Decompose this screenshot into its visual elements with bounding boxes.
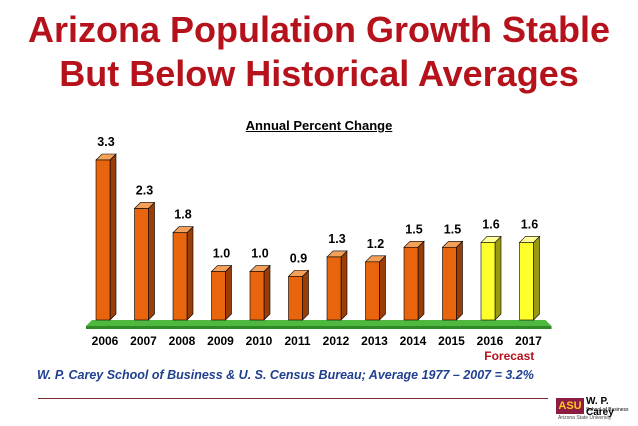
- bar-2006: [95, 159, 111, 321]
- chart-title: Annual Percent Change: [245, 118, 393, 133]
- value-label-2017: 1.6: [521, 217, 538, 231]
- forecast-label: Forecast: [484, 349, 534, 363]
- chart-floor-edge: [86, 326, 552, 329]
- logo-university: Arizona State University: [558, 415, 612, 421]
- value-label-2007: 2.3: [136, 183, 153, 197]
- title-line-1: Arizona Population Growth Stable: [27, 9, 610, 50]
- value-label-2011: 0.9: [290, 251, 307, 265]
- value-label-2009: 1.0: [213, 247, 230, 261]
- logo-school: School of Business: [586, 407, 629, 413]
- bar-side-2010: [263, 264, 271, 321]
- bar-side-2014: [417, 240, 425, 321]
- x-tick-label-2016: 2016: [477, 334, 504, 348]
- value-label-2015: 1.5: [444, 222, 461, 236]
- asu-wpcarey-logo: ASU W. P. Carey School of Business Arizo…: [556, 396, 634, 422]
- asu-logo-mark: ASU: [556, 398, 584, 414]
- bar-side-2013: [379, 255, 386, 321]
- value-label-2006: 3.3: [97, 135, 114, 149]
- bar-side-2007: [148, 201, 155, 321]
- value-label-2016: 1.6: [482, 217, 499, 231]
- bar-2008: [172, 232, 188, 321]
- bar-side-2015: [456, 240, 463, 321]
- x-tick-label-2012: 2012: [323, 334, 350, 348]
- bar-2014: [403, 246, 419, 321]
- x-tick-label-2015: 2015: [438, 334, 465, 348]
- bar-2016: [480, 242, 496, 321]
- x-tick-label-2008: 2008: [169, 334, 196, 348]
- bar-2011: [288, 276, 303, 321]
- value-label-2014: 1.5: [405, 222, 422, 236]
- bar-2017: [519, 242, 534, 321]
- source-note: W. P. Carey School of Business & U. S. C…: [37, 368, 534, 382]
- x-tick-label-2006: 2006: [92, 334, 119, 348]
- chart-floor: [86, 320, 552, 326]
- x-tick-label-2007: 2007: [130, 334, 157, 348]
- x-tick-label-2013: 2013: [361, 334, 388, 348]
- bar-2013: [365, 261, 380, 321]
- x-tick-label-2011: 2011: [284, 334, 310, 348]
- value-label-2012: 1.3: [328, 232, 345, 246]
- x-tick-label-2017: 2017: [515, 334, 542, 348]
- x-tick-label-2009: 2009: [207, 334, 234, 348]
- bar-side-2016: [494, 235, 502, 321]
- value-label-2010: 1.0: [251, 247, 268, 261]
- x-tick-label-2010: 2010: [246, 334, 273, 348]
- bar-2007: [134, 208, 149, 321]
- bar-side-2011: [302, 269, 309, 321]
- bar-2015: [442, 246, 457, 321]
- value-label-2008: 1.8: [174, 208, 191, 222]
- bar-2009: [211, 271, 226, 321]
- x-tick-label-2014: 2014: [400, 334, 427, 348]
- title-line-2: But Below Historical Averages: [59, 53, 579, 94]
- bar-2012: [326, 256, 342, 321]
- bar-side-2008: [186, 226, 194, 321]
- footer-divider: [38, 398, 548, 399]
- value-label-2013: 1.2: [367, 237, 384, 251]
- bar-side-2006: [109, 153, 117, 321]
- bar-side-2012: [340, 250, 348, 321]
- logo-name: W. P. Carey: [586, 396, 614, 418]
- bar-side-2017: [533, 235, 540, 321]
- bar-side-2009: [225, 264, 232, 321]
- bar-2010: [249, 271, 265, 321]
